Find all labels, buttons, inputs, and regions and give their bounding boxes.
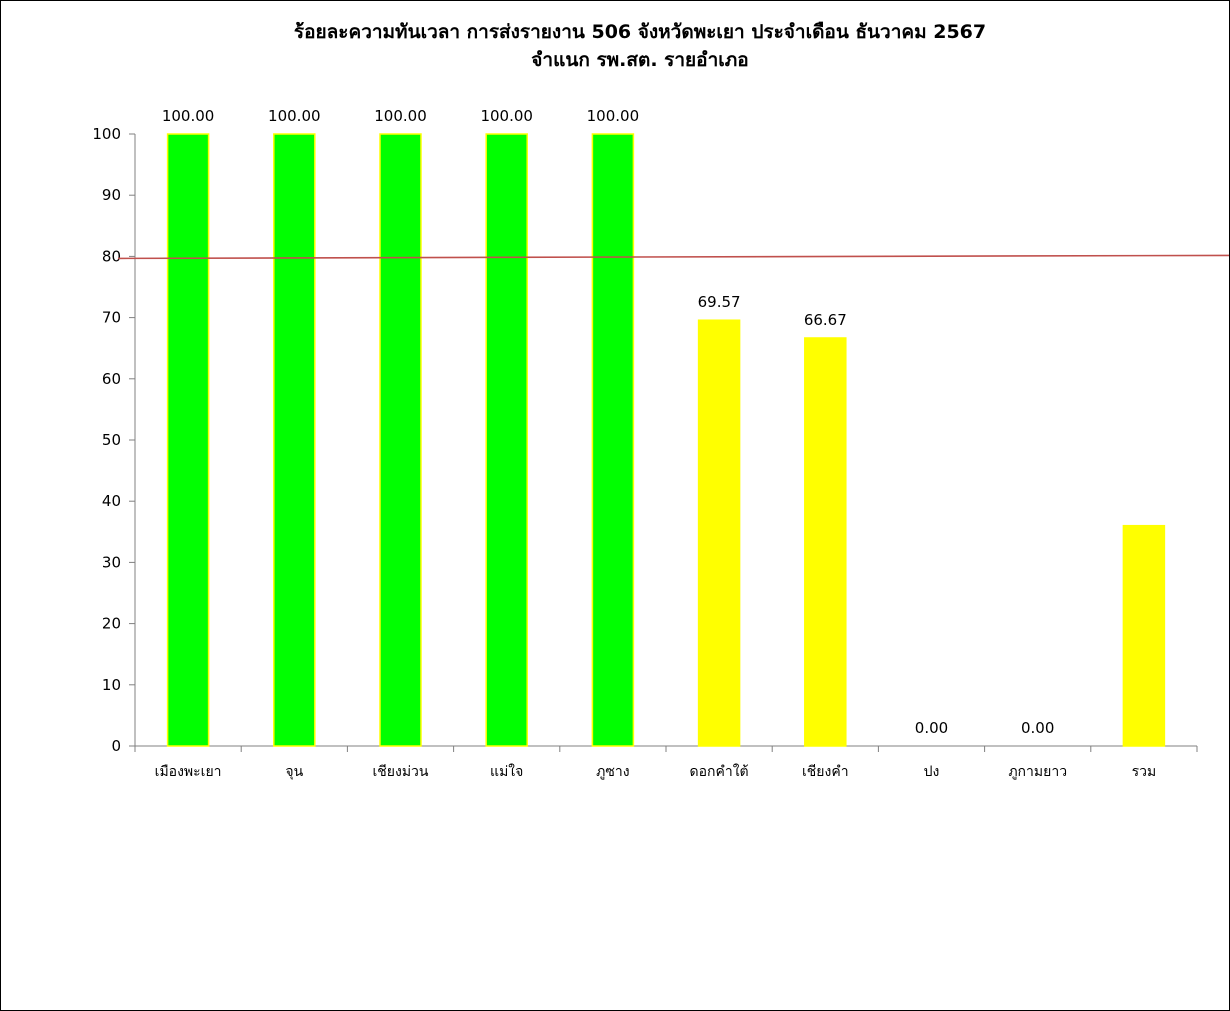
- y-tick-label: 20: [102, 615, 121, 633]
- y-tick-label: 100: [92, 125, 121, 143]
- y-tick-label: 60: [102, 370, 121, 388]
- data-label: 100.00: [162, 107, 215, 125]
- bar-2: [273, 133, 316, 747]
- y-tick-label: 70: [102, 309, 121, 327]
- x-category-label: เชียงม่วน: [373, 764, 429, 780]
- bar-6: [697, 319, 741, 747]
- bar-1: [166, 133, 210, 747]
- y-tick-label: 90: [102, 186, 121, 204]
- bar-4: [485, 133, 528, 747]
- chart-subtitle: จำแนก รพ.สต. รายอำเภอ: [531, 49, 748, 71]
- x-category-label: ภูกามยาว: [1008, 764, 1067, 780]
- data-label: 100.00: [587, 107, 640, 125]
- x-category-label: รวม: [1132, 764, 1157, 780]
- y-tick-label: 0: [111, 737, 121, 755]
- y-tick-label: 40: [102, 492, 121, 510]
- data-label: 0.00: [1021, 719, 1054, 737]
- chart-title: ร้อยละความทันเวลา การส่งรายงาน 506 จังหว…: [294, 21, 986, 43]
- data-label: 100.00: [268, 107, 321, 125]
- data-label: 100.00: [480, 107, 533, 125]
- data-label: 0.00: [915, 719, 948, 737]
- x-category-label: ภูซาง: [596, 764, 629, 780]
- x-category-label: เมืองพะเยา: [155, 764, 222, 780]
- y-tick-label: 30: [102, 553, 121, 571]
- x-category-label: ดอกคำใต้: [690, 763, 749, 780]
- target-line: [117, 254, 1230, 260]
- y-tick-label: 10: [102, 676, 121, 694]
- bar-3: [379, 133, 422, 747]
- x-category-label: แม่ใจ: [490, 763, 523, 780]
- x-category-label: จุน: [285, 764, 303, 780]
- bar-10: [1122, 524, 1166, 747]
- x-category-label: เชียงคำ: [802, 764, 849, 780]
- y-tick-label: 80: [102, 247, 121, 265]
- bar-5: [591, 133, 635, 747]
- plot-area: 0 10 20 30 40 50 60 70 80 90 100 100.00 เมืองพะเยา 10…: [92, 107, 1230, 780]
- data-label: 66.67: [804, 311, 847, 329]
- data-label: 69.57: [698, 293, 741, 311]
- bar-7: [804, 337, 847, 747]
- x-category-label: ปง: [924, 764, 940, 780]
- y-tick-label: 50: [102, 431, 121, 449]
- data-label: 100.00: [374, 107, 427, 125]
